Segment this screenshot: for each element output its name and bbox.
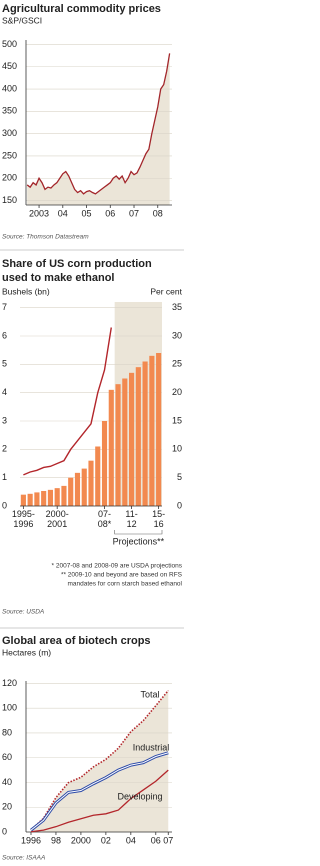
footnote: ** 2009-10 and beyond are based on RFS xyxy=(61,572,183,579)
x-tick-label: 04 xyxy=(126,835,136,845)
y-tick-label: 120 xyxy=(2,678,17,688)
series-line xyxy=(30,690,169,831)
projection-label: Projections** xyxy=(113,536,165,546)
y-tick-label: 15 xyxy=(172,415,182,425)
series-label: Industrial xyxy=(133,742,170,752)
y-tick-label: 0 xyxy=(2,500,7,510)
bar xyxy=(142,361,148,506)
x-tick-label: 98 xyxy=(51,835,61,845)
bar xyxy=(95,446,101,506)
y-tick-label: 300 xyxy=(2,128,17,138)
x-tick-label: 07-08* xyxy=(98,509,112,529)
projection-bracket xyxy=(114,530,163,535)
x-tick-label: 06 xyxy=(105,208,115,218)
series-line xyxy=(30,769,169,833)
y-tick-label: 250 xyxy=(2,150,17,160)
y2-axis-label: Per cent xyxy=(150,286,182,296)
y-tick-label: 35 xyxy=(172,302,182,312)
y-tick-label: 150 xyxy=(2,195,17,205)
x-tick-label: 2003 xyxy=(29,208,49,218)
x-tick-label: 1996 xyxy=(21,835,41,845)
x-tick-label: 1995-1996 xyxy=(12,509,35,529)
x-tick-label: 08 xyxy=(153,208,163,218)
source: Source: Thomson Datastream xyxy=(2,234,89,241)
y-tick-label: 25 xyxy=(172,359,182,369)
x-tick-label: 02 xyxy=(101,835,111,845)
bar xyxy=(122,378,128,506)
y-tick-label: 10 xyxy=(172,444,182,454)
y-tick-label: 40 xyxy=(2,777,12,787)
y-axis-label: Bushels (bn) xyxy=(2,286,50,296)
footnote: * 2007-08 and 2008-09 are USDA projectio… xyxy=(52,563,183,570)
source: Source: ISAAA xyxy=(2,855,45,862)
bar xyxy=(20,494,26,506)
x-tick-label: 07 xyxy=(129,208,139,218)
x-tick-label: 2000-2001 xyxy=(46,509,69,529)
y-tick-label: 6 xyxy=(2,330,7,340)
bar xyxy=(129,372,135,506)
x-tick-label: 15-16 xyxy=(152,509,165,529)
bar xyxy=(149,355,155,506)
source: Source: USDA xyxy=(2,609,44,616)
bar xyxy=(27,493,33,506)
x-tick-label: 05 xyxy=(82,208,92,218)
bar xyxy=(68,477,74,506)
y-tick-label: 3 xyxy=(2,415,7,425)
y-tick-label: 1 xyxy=(2,472,7,482)
y-tick-label: 4 xyxy=(2,387,7,397)
chart-title: used to make ethanol xyxy=(2,272,114,284)
chart-title: Global area of biotech crops xyxy=(2,635,151,647)
series-line-inner xyxy=(30,752,169,831)
bar xyxy=(101,421,108,506)
y-tick-label: 0 xyxy=(177,500,182,510)
y-tick-label: 5 xyxy=(177,472,182,482)
infographic: Agricultural commodity pricesS&P/GSCI150… xyxy=(0,3,184,862)
bar xyxy=(47,489,53,506)
bar xyxy=(135,367,141,506)
series-line xyxy=(26,53,171,195)
x-tick-label: 11-12 xyxy=(125,509,137,529)
chart-title: Share of US corn production xyxy=(2,258,152,270)
series-label: Developing xyxy=(117,791,162,801)
y-tick-label: 5 xyxy=(2,359,7,369)
y-tick-label: 20 xyxy=(2,802,12,812)
y-tick-label: 30 xyxy=(172,330,182,340)
y-tick-label: 20 xyxy=(172,387,182,397)
y-tick-label: 60 xyxy=(2,752,12,762)
bar xyxy=(34,492,40,506)
chart-subtitle: S&P/GSCI xyxy=(2,15,42,25)
y-tick-label: 350 xyxy=(2,106,17,116)
x-tick-label: 04 xyxy=(58,208,68,218)
y-tick-label: 80 xyxy=(2,727,12,737)
y-tick-label: 450 xyxy=(2,61,17,71)
bar xyxy=(54,488,60,506)
y-tick-label: 200 xyxy=(2,173,17,183)
y-tick-label: 500 xyxy=(2,39,17,49)
chart-subtitle: Hectares (m) xyxy=(2,647,51,657)
series-label: Total xyxy=(140,689,159,699)
bar xyxy=(108,389,114,506)
x-tick-label: 2000 xyxy=(71,835,91,845)
series-line xyxy=(23,327,112,476)
bar xyxy=(81,468,87,506)
y-tick-label: 2 xyxy=(2,444,7,454)
bar xyxy=(88,460,94,506)
y-tick-label: 100 xyxy=(2,703,17,713)
bar xyxy=(74,472,81,506)
area xyxy=(27,53,170,205)
bar xyxy=(156,353,162,506)
x-tick-label: 07 xyxy=(163,835,173,845)
bar xyxy=(41,490,47,506)
x-tick-label: 06 xyxy=(151,835,161,845)
bar xyxy=(61,485,67,506)
y-tick-label: 0 xyxy=(2,826,7,836)
y-tick-label: 7 xyxy=(2,302,7,312)
footnote: mandates for corn starch based ethanol xyxy=(67,581,182,588)
chart-title: Agricultural commodity prices xyxy=(2,3,161,15)
bar xyxy=(115,384,121,506)
page: {"chart_data": [ {"type": "line", "title… xyxy=(0,2,184,862)
y-tick-label: 400 xyxy=(2,83,17,93)
